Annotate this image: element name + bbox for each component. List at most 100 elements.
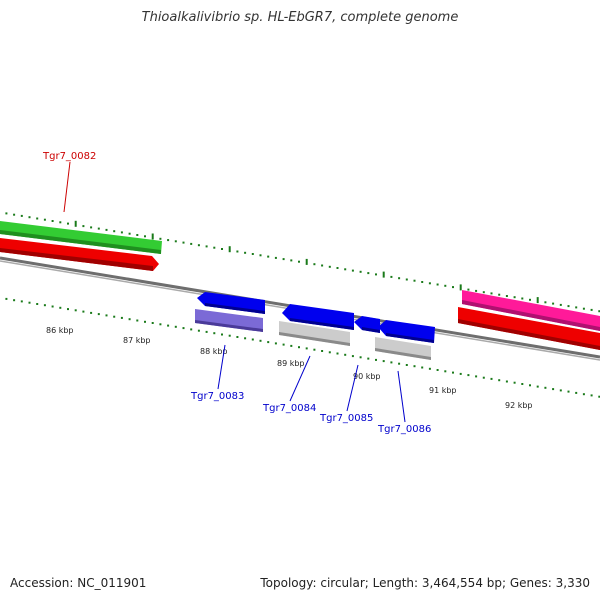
outer-tick-65: [490, 292, 493, 295]
grey-gene-feature-1[interactable]: [279, 321, 350, 346]
inner-tick-14: [97, 313, 100, 316]
inner-tick-40: [298, 346, 300, 349]
inner-tick-31: [228, 334, 231, 337]
inner-tick-76: [575, 391, 578, 394]
inner-tick-21: [151, 322, 154, 324]
inner-tick-2: [5, 297, 8, 300]
outer-tick-74: [559, 303, 562, 306]
inner-tick-48: [359, 356, 362, 359]
inner-tick-35: [259, 339, 262, 342]
outer-tick-18: [128, 232, 131, 235]
inner-tick-10: [67, 308, 69, 311]
gene-label-tgr7-0082[interactable]: Tgr7_0082: [42, 151, 96, 162]
inner-tick-67: [505, 380, 508, 383]
gene-label-tgr7-0085[interactable]: Tgr7_0085: [319, 413, 373, 424]
inner-tick-45: [336, 352, 339, 355]
outer-tick-79: [598, 310, 600, 313]
scale-label-90kbp: 90 kbp: [353, 372, 381, 381]
outer-tick-76: [575, 306, 578, 309]
gene-feature-tgr7-0083[interactable]: [197, 292, 265, 314]
pink-gene-feature-shadow: [462, 300, 600, 331]
inner-tick-73: [552, 388, 555, 391]
inner-tick-36: [267, 341, 270, 344]
inner-tick-53: [398, 362, 401, 365]
gene-label-tgr7-0083[interactable]: Tgr7_0083: [190, 391, 244, 402]
inner-tick-9: [59, 306, 62, 309]
green-gene-feature-shadow: [0, 230, 161, 254]
inner-tick-75: [567, 390, 570, 393]
outer-tick-7: [43, 218, 46, 221]
outer-tick-67: [505, 295, 508, 297]
outer-tick-21: [151, 233, 154, 240]
outer-tick-35: [259, 254, 262, 257]
inner-tick-5: [28, 301, 31, 304]
inner-tick-56: [421, 366, 424, 369]
page-title: Thioalkalivibrio sp. HL-EbGR7, complete …: [141, 10, 459, 25]
inner-tick-30: [221, 333, 223, 336]
inner-tick-54: [405, 364, 408, 366]
gene-label-tgr7-0086[interactable]: Tgr7_0086: [377, 424, 431, 435]
inner-tick-28: [205, 330, 208, 333]
inner-tick-12: [82, 310, 85, 313]
outer-tick-22: [159, 237, 162, 240]
outer-tick-32: [236, 250, 239, 253]
outer-tick-42: [313, 263, 316, 266]
outer-tick-49: [367, 272, 370, 275]
outer-tick-54: [405, 278, 408, 281]
inner-tick-7: [43, 304, 46, 307]
inner-tick-63: [475, 375, 478, 378]
inner-tick-46: [344, 353, 347, 356]
outer-tick-13: [90, 226, 93, 229]
inner-tick-29: [213, 332, 216, 335]
outer-tick-59: [444, 284, 447, 287]
inner-tick-11: [74, 309, 77, 312]
inner-tick-42: [313, 348, 316, 351]
outer-tick-15: [105, 228, 108, 231]
inner-tick-19: [136, 319, 139, 322]
inner-tick-41: [305, 347, 308, 350]
outer-tick-25: [182, 241, 185, 244]
outer-tick-27: [197, 244, 200, 247]
inner-tick-37: [274, 342, 277, 345]
inner-tick-60: [452, 371, 454, 374]
inner-tick-15: [105, 314, 108, 317]
inner-tick-65: [490, 377, 493, 380]
inner-tick-13: [90, 311, 93, 314]
leader-line-tgr7-0084: [289, 355, 311, 402]
inner-tick-23: [167, 324, 170, 327]
inner-tick-64: [482, 376, 485, 379]
grey-gene-feature-2-shadow: [375, 348, 431, 360]
gene-feature-tgr7-0083-shadow: [205, 303, 265, 314]
inner-tick-69: [521, 383, 524, 385]
outer-tick-72: [544, 301, 547, 304]
outer-tick-34: [251, 253, 254, 255]
gene-feature-tgr7-0085-shadow: [362, 327, 380, 333]
inner-tick-74: [559, 389, 562, 392]
gene-label-tgr7-0084[interactable]: Tgr7_0084: [262, 403, 316, 414]
grey-gene-feature-2[interactable]: [375, 337, 431, 360]
gene-feature-tgr7-0085[interactable]: [354, 316, 380, 333]
outer-tick-2: [5, 212, 8, 215]
inner-tick-58: [436, 369, 439, 371]
scale-label-88kbp: 88 kbp: [200, 347, 228, 356]
inner-tick-57: [428, 367, 431, 370]
outer-tick-45: [336, 267, 339, 269]
outer-tick-3: [13, 213, 16, 216]
inner-tick-70: [529, 384, 531, 387]
outer-tick-24: [174, 240, 177, 243]
leader-line-tgr7-0083: [217, 344, 226, 390]
inner-tick-59: [444, 370, 447, 373]
outer-tick-28: [205, 245, 208, 248]
gene-feature-tgr7-0084[interactable]: [282, 304, 354, 330]
gene-feature-tgr7-0086[interactable]: [378, 320, 435, 343]
inner-tick-33: [244, 337, 247, 340]
outer-tick-47: [351, 269, 354, 272]
outer-tick-38: [282, 258, 285, 261]
inner-tick-72: [544, 386, 547, 389]
inner-tick-44: [328, 351, 331, 354]
leader-line-tgr7-0082: [63, 161, 71, 213]
outer-tick-43: [321, 264, 324, 267]
outer-tick-64: [482, 291, 485, 294]
inner-tick-3: [13, 299, 16, 302]
lilac-gene-feature[interactable]: [195, 309, 263, 332]
